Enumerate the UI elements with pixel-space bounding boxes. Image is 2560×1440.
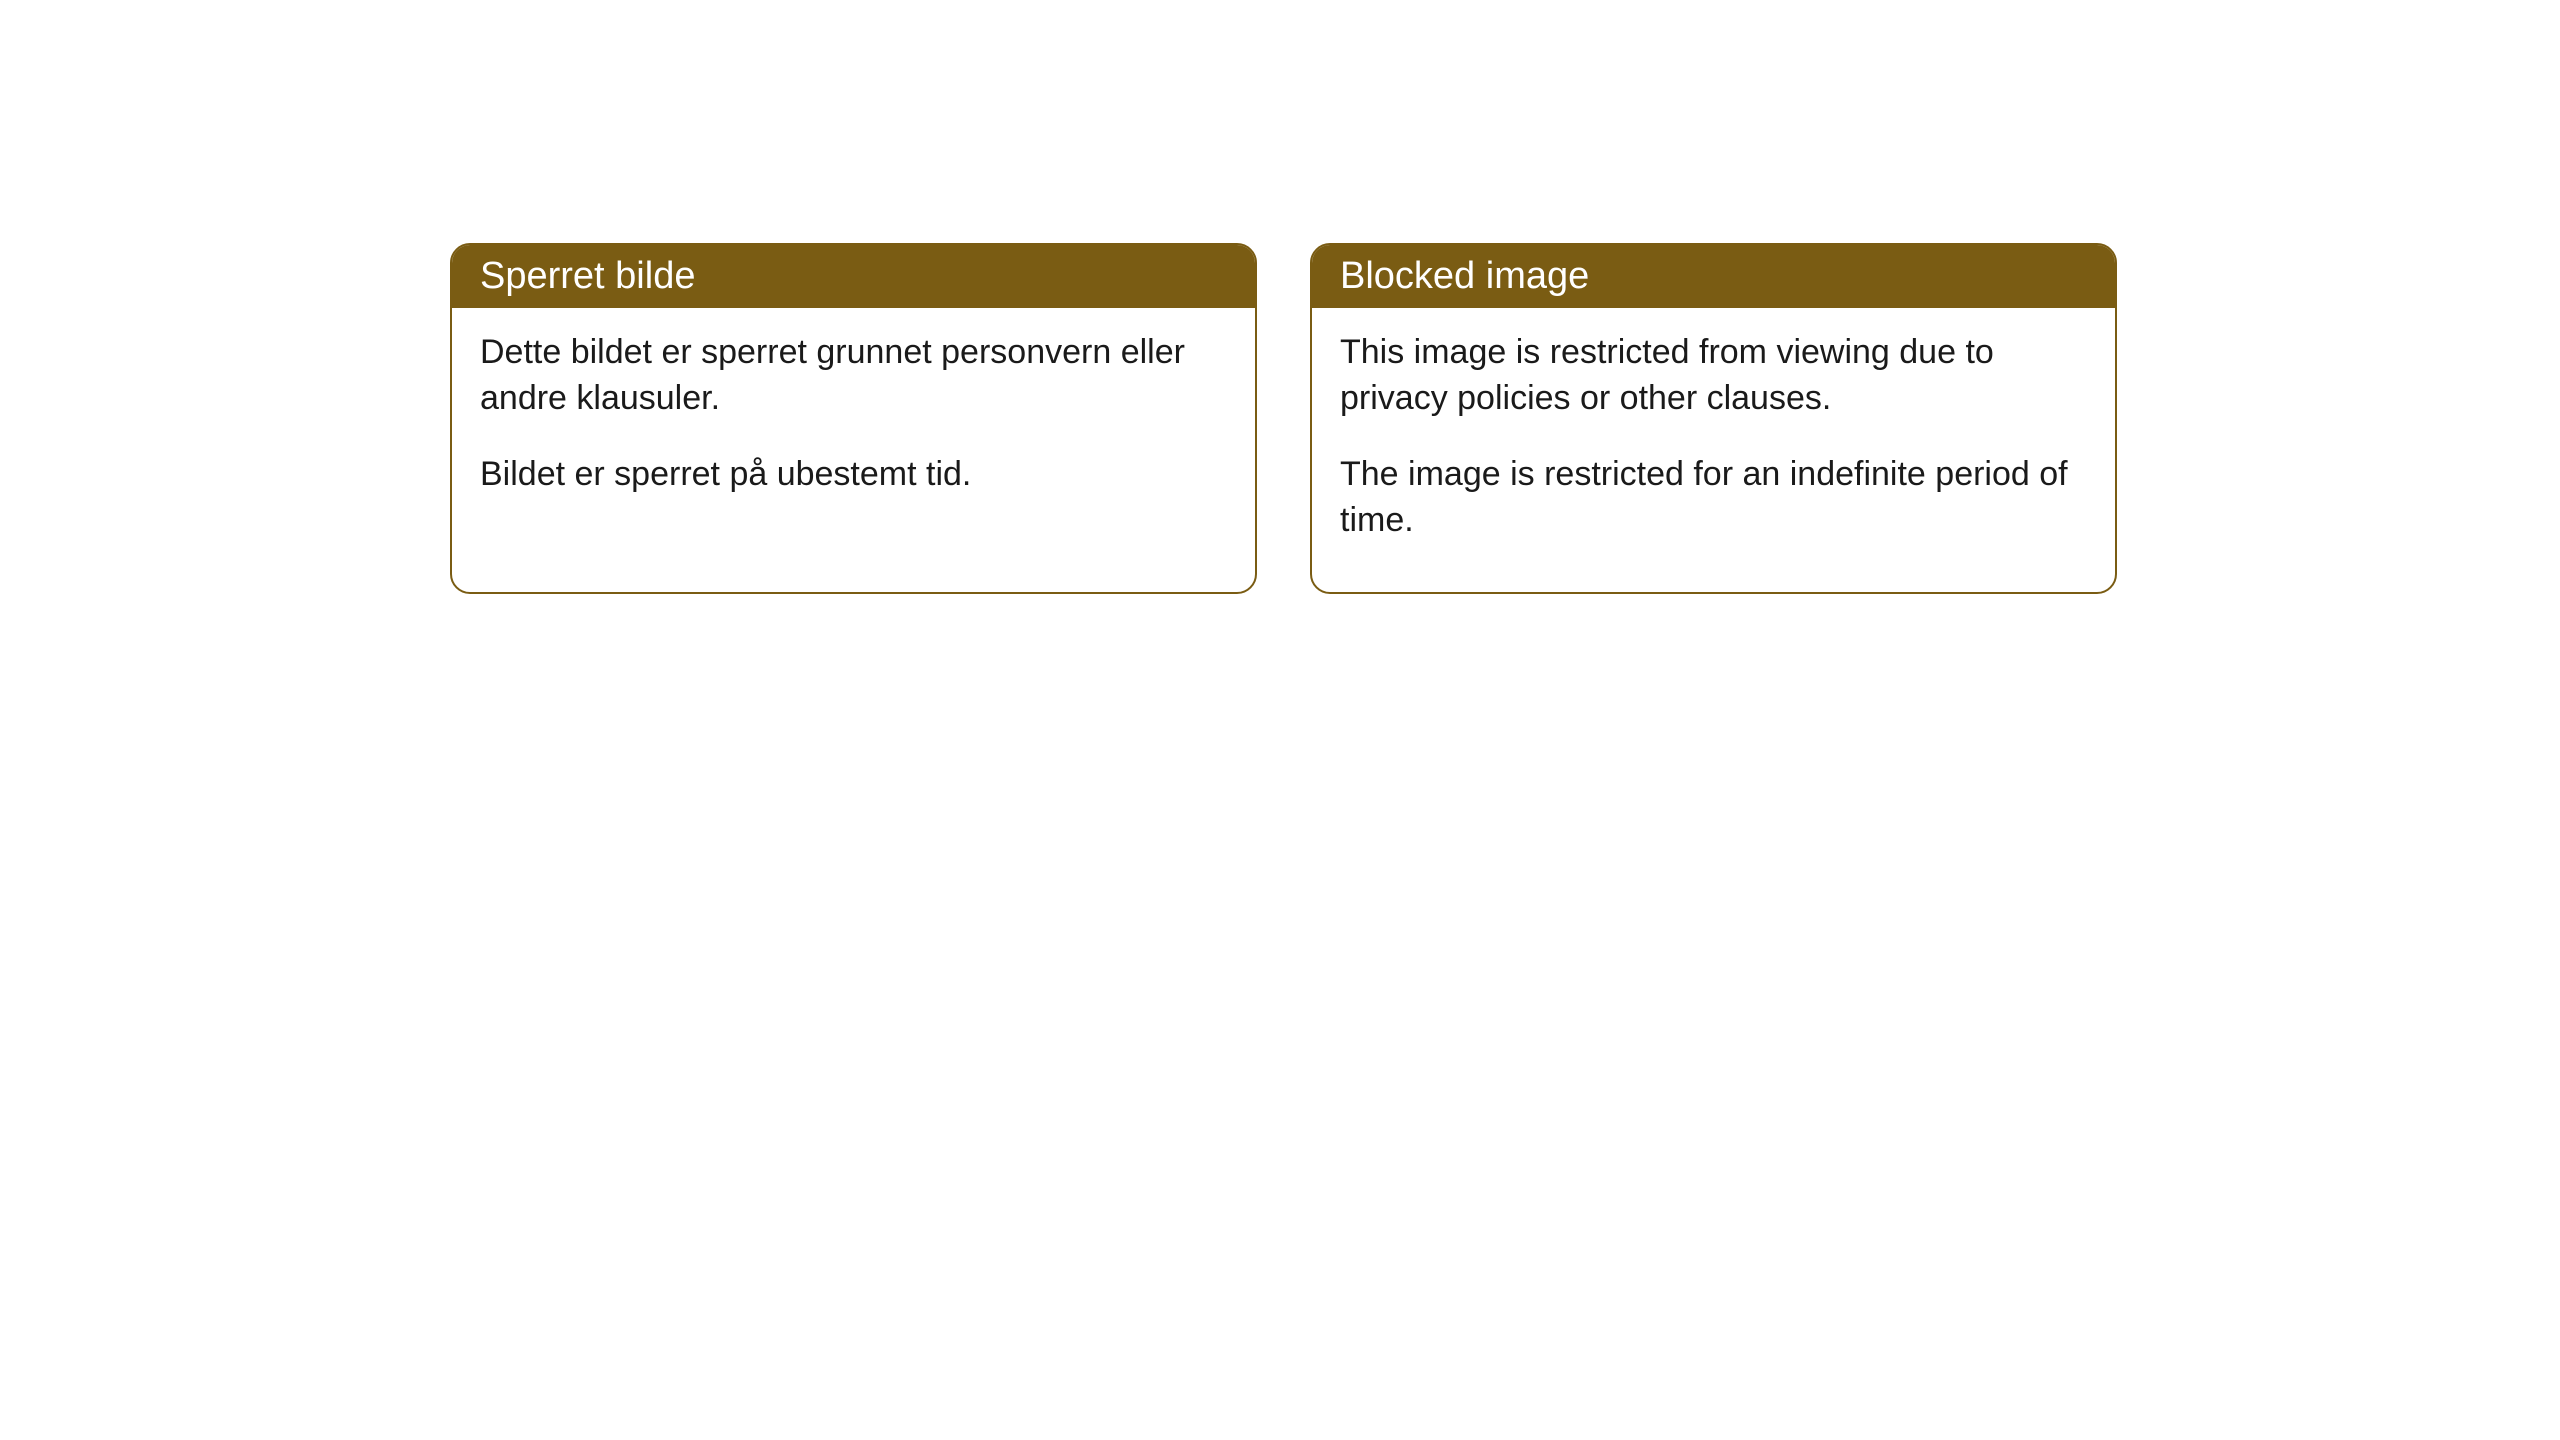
norwegian-card-title: Sperret bilde (452, 245, 1255, 308)
english-card-title: Blocked image (1312, 245, 2115, 308)
english-paragraph-2: The image is restricted for an indefinit… (1340, 452, 2087, 544)
norwegian-paragraph-1: Dette bildet er sperret grunnet personve… (480, 330, 1227, 422)
norwegian-paragraph-2: Bildet er sperret på ubestemt tid. (480, 452, 1227, 498)
norwegian-notice-card: Sperret bilde Dette bildet er sperret gr… (450, 243, 1257, 594)
norwegian-card-body: Dette bildet er sperret grunnet personve… (452, 308, 1255, 546)
english-paragraph-1: This image is restricted from viewing du… (1340, 330, 2087, 422)
english-card-body: This image is restricted from viewing du… (1312, 308, 2115, 592)
notice-cards-container: Sperret bilde Dette bildet er sperret gr… (450, 243, 2117, 594)
english-notice-card: Blocked image This image is restricted f… (1310, 243, 2117, 594)
